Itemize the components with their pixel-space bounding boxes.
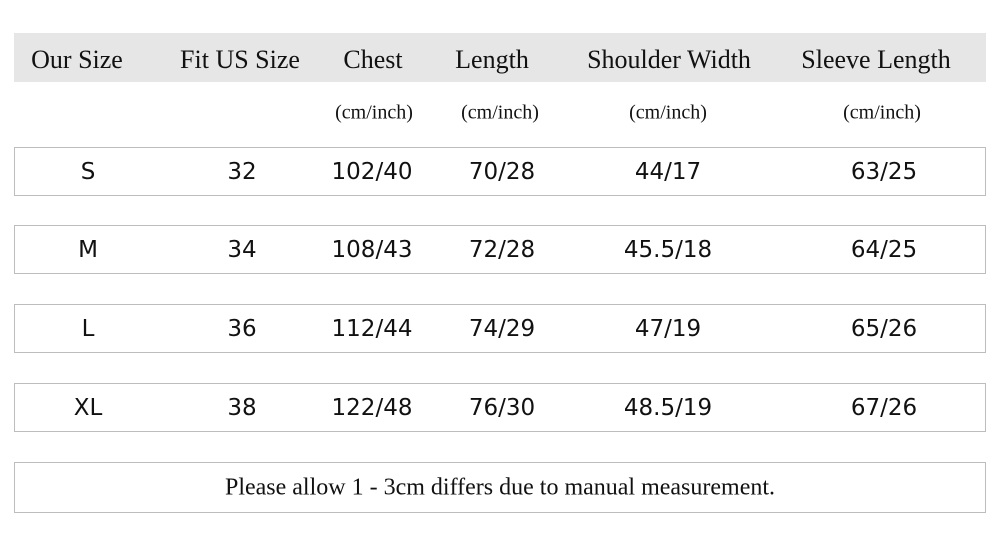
cell-value: 44/17 xyxy=(634,159,702,185)
column-header: Chest xyxy=(343,45,403,74)
cell-value: 38 xyxy=(227,395,257,421)
row-box xyxy=(14,147,986,196)
note: Please allow 1 - 3cm differs due to manu… xyxy=(224,474,776,501)
cell-value: 122/48 xyxy=(331,395,413,421)
note-box xyxy=(14,462,986,513)
unit-label: (cm/inch) xyxy=(629,101,707,124)
cell-value: XL xyxy=(73,395,103,421)
column-header: Fit US Size xyxy=(180,45,300,74)
cell-value: 45.5/18 xyxy=(623,237,713,263)
cell-value: 63/25 xyxy=(850,159,918,185)
cell-value: 67/26 xyxy=(850,395,918,421)
header-band xyxy=(14,33,986,82)
cell-value: 48.5/19 xyxy=(623,395,713,421)
cell-value: 76/30 xyxy=(468,395,536,421)
row-box xyxy=(14,304,986,353)
cell-value: 70/28 xyxy=(468,159,536,185)
cell-value: 102/40 xyxy=(331,159,413,185)
column-header: Shoulder Width xyxy=(587,45,751,74)
cell-value: 32 xyxy=(227,159,257,185)
cell-value: 34 xyxy=(227,237,257,263)
cell-value: 65/26 xyxy=(850,316,918,342)
cell-value: 36 xyxy=(227,316,257,342)
cell-value: 64/25 xyxy=(850,237,918,263)
unit-label: (cm/inch) xyxy=(461,101,539,124)
row-box xyxy=(14,225,986,274)
cell-value: M xyxy=(78,237,98,263)
cell-value: 47/19 xyxy=(634,316,702,342)
cell-value: 108/43 xyxy=(331,237,413,263)
cell-value: 72/28 xyxy=(468,237,536,263)
cell-value: S xyxy=(80,159,96,185)
cell-value: 74/29 xyxy=(468,316,536,342)
unit-label: (cm/inch) xyxy=(843,101,921,124)
unit-label: (cm/inch) xyxy=(335,101,413,124)
row-box xyxy=(14,383,986,432)
cell-value: L xyxy=(81,316,95,342)
column-header: Length xyxy=(455,45,529,74)
column-header: Our Size xyxy=(31,45,123,74)
column-header: Sleeve Length xyxy=(801,45,951,74)
cell-value: 112/44 xyxy=(331,316,413,342)
